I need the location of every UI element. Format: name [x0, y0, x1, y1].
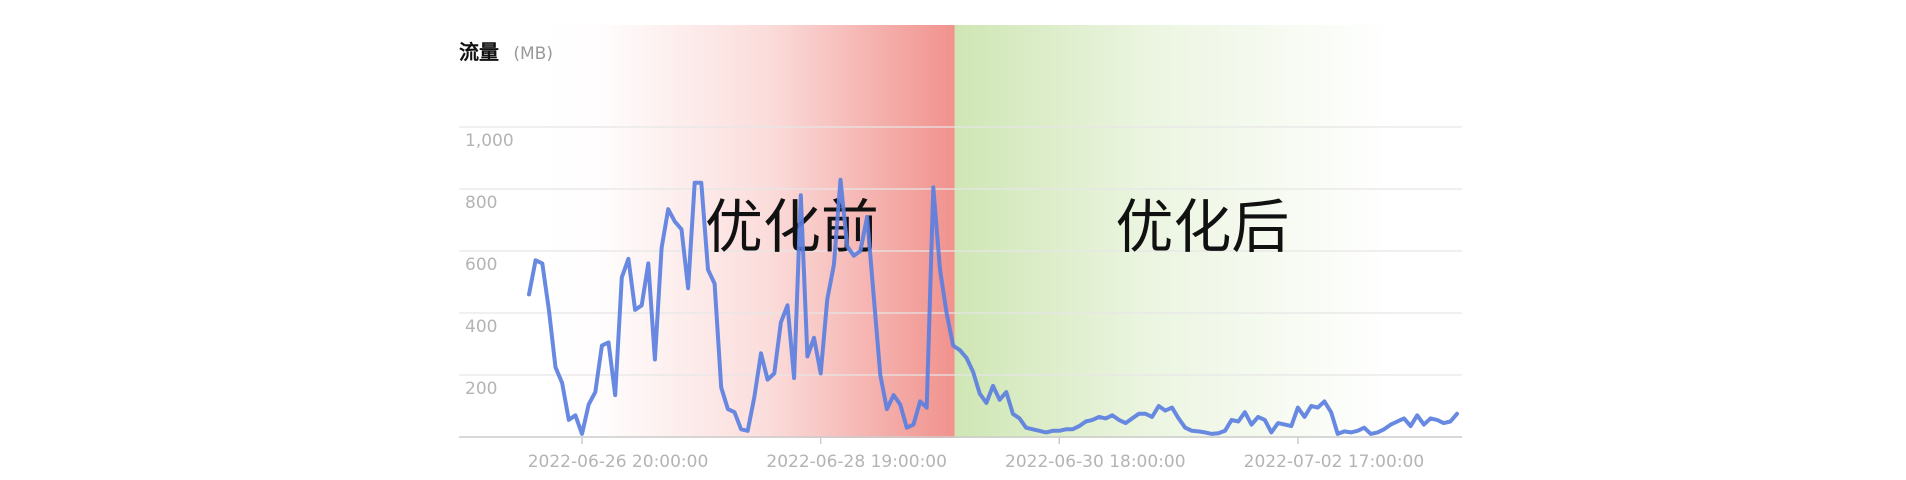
y-tick-labels: 200 400 600 800 1,000	[465, 131, 514, 399]
x-axis: 2022-06-26 20:00:00 2022-06-28 19:00:00 20…	[459, 437, 1462, 472]
y-tick-label: 600	[465, 255, 497, 275]
region-label: 优化后	[1115, 193, 1289, 261]
x-tick-label: 2022-06-28 19:00:00	[766, 452, 947, 472]
y-tick-label: 800	[465, 193, 497, 213]
y-tick-label: 200	[465, 379, 497, 399]
y-axis-unit: (MB)	[513, 44, 553, 64]
y-axis-title: 流量 (MB)	[459, 40, 553, 64]
y-axis-label: 流量	[459, 40, 499, 64]
x-tick-label: 2022-07-02 17:00:00	[1244, 452, 1425, 472]
x-tick-label: 2022-06-26 20:00:00	[528, 452, 709, 472]
y-tick-label: 1,000	[465, 131, 514, 151]
y-tick-label: 400	[465, 317, 497, 337]
x-tick-label: 2022-06-30 18:00:00	[1005, 452, 1186, 472]
